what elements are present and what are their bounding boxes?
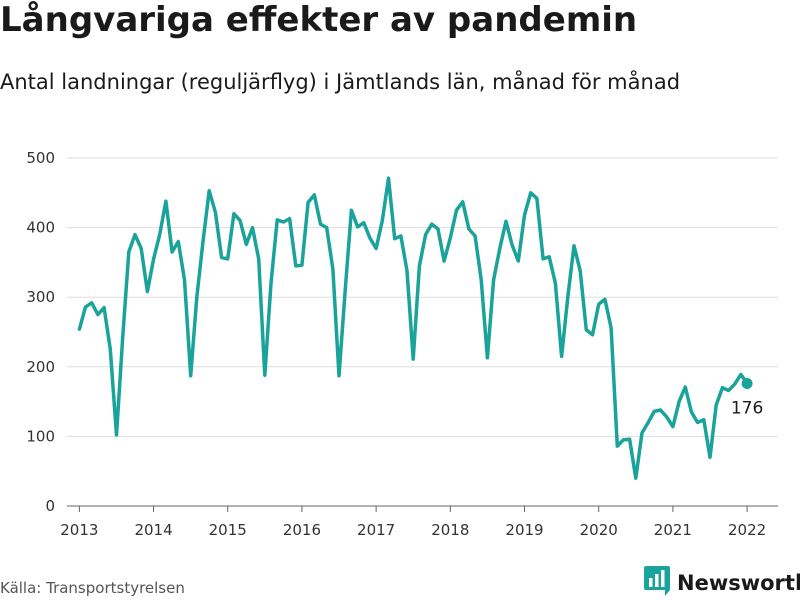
series-end-point — [741, 378, 753, 390]
y-tick-label-100: 100 — [26, 427, 55, 445]
series-line-landings — [77, 176, 749, 480]
chart-subtitle: Antal landningar (reguljärflyg) i Jämtla… — [0, 70, 681, 94]
source-note: Källa: Transportstyrelsen — [0, 579, 185, 597]
x-tick-label-2018: 2018 — [431, 521, 469, 539]
brand-name: Newsworthy — [677, 571, 800, 595]
end-value-label: 176 — [731, 399, 763, 419]
x-tick-label-2015: 2015 — [209, 521, 247, 539]
x-tick-label-2022: 2022 — [728, 521, 766, 539]
x-tick-label-2016: 2016 — [283, 521, 321, 539]
x-tick-label-2019: 2019 — [505, 521, 543, 539]
y-tick-label-300: 300 — [26, 288, 55, 306]
x-tick-label-2021: 2021 — [654, 521, 692, 539]
y-tick-label-500: 500 — [26, 149, 55, 167]
x-tick-label-2014: 2014 — [134, 521, 172, 539]
y-tick-label-200: 200 — [26, 358, 55, 376]
x-tick-label-2013: 2013 — [60, 521, 98, 539]
x-axis-ticks: 2013 2014 2015 2016 2017 2018 2019 2020 2021 2022 — [60, 506, 766, 539]
chart-title: Långvariga effekter av pandemin — [0, 0, 638, 40]
x-tick-label-2020: 2020 — [580, 521, 618, 539]
x-tick-label-2017: 2017 — [357, 521, 395, 539]
y-axis-tick-labels: 0 100 200 300 400 500 — [26, 149, 55, 515]
bar-chart-logo-icon — [644, 566, 670, 600]
y-tick-label-0: 0 — [45, 497, 55, 515]
gridlines — [67, 157, 778, 437]
y-tick-label-400: 400 — [26, 219, 55, 237]
brand-logo: Newsworthy — [644, 566, 800, 600]
